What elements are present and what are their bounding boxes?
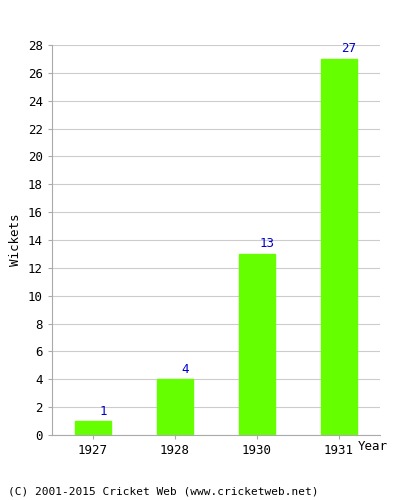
Text: 13: 13 (259, 238, 274, 250)
Text: 1: 1 (99, 404, 106, 417)
Text: 27: 27 (341, 42, 356, 56)
Bar (238, 254, 276, 435)
Bar (320, 59, 358, 435)
Bar (74, 421, 112, 435)
Text: (C) 2001-2015 Cricket Web (www.cricketweb.net): (C) 2001-2015 Cricket Web (www.cricketwe… (8, 487, 318, 497)
Y-axis label: Wickets: Wickets (10, 214, 22, 266)
Bar (156, 380, 194, 435)
Text: 4: 4 (181, 363, 188, 376)
Text: Year: Year (358, 440, 388, 452)
